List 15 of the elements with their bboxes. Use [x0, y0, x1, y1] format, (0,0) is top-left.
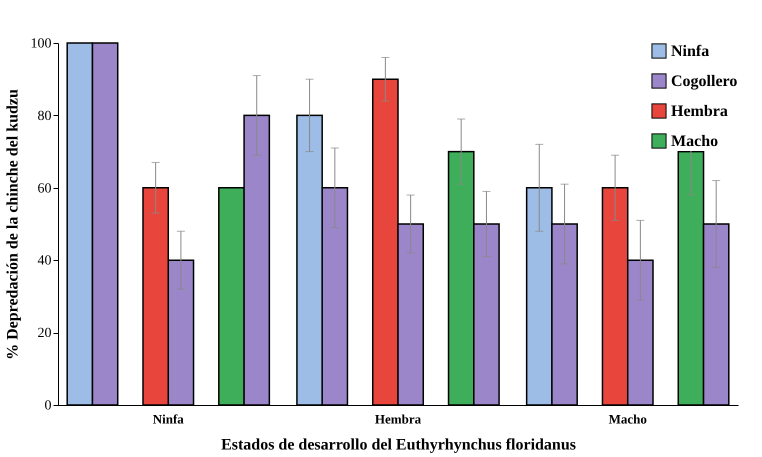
- x-tick-label: Ninfa: [152, 412, 184, 426]
- y-axis-title: % Depredación de la chinche del kudzu: [4, 88, 22, 360]
- y-tick-label: 20: [38, 326, 52, 342]
- x-tick-label: Hembra: [374, 412, 422, 426]
- x-tick-label: Macho: [608, 412, 647, 426]
- legend-label: Ninfa: [671, 43, 710, 60]
- legend-label: Hembra: [671, 103, 728, 120]
- legend-label: Macho: [671, 133, 718, 150]
- x-axis-title: Estados de desarrollo del Euthyrhynchus floridanus: [221, 436, 576, 454]
- y-tick-label: 0: [44, 398, 52, 414]
- legend-label: Cogollero: [671, 73, 738, 90]
- y-tick-label: 40: [38, 254, 52, 269]
- y-tick-label: 100: [30, 36, 52, 52]
- y-tick-label: 60: [38, 181, 52, 196]
- y-tick-label: 80: [38, 108, 52, 124]
